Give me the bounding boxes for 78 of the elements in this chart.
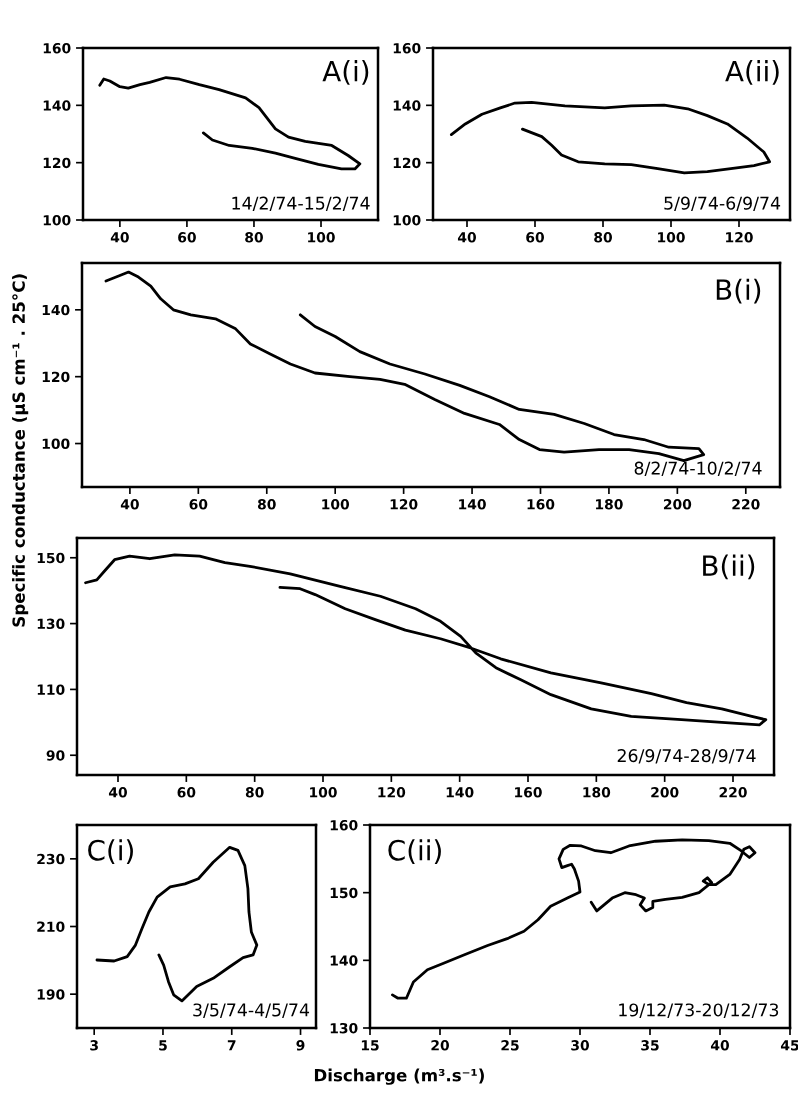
x-tick-label: 40 — [710, 1040, 729, 1051]
x-tick-label: 15 — [361, 1040, 379, 1051]
chart-title: C(i) — [88, 839, 133, 864]
x-axis-title: Discharge (m³.s⁻¹) — [314, 1068, 484, 1085]
line-series — [104, 270, 706, 462]
annotation: 3/5/74-4/5/74 — [193, 1003, 310, 1018]
x-tick-label: 160 — [527, 499, 555, 510]
annotation: 14/2/74-15/2/74 — [232, 196, 370, 212]
x-tick-label: 120 — [378, 787, 406, 798]
annotation: 8/2/74-10/2/74 — [634, 461, 762, 477]
y-tick-label: 230 — [37, 853, 65, 865]
y-tick-label: 160 — [43, 42, 71, 54]
x-tick-label: 100 — [658, 232, 685, 243]
annotation: 5/9/74-6/9/74 — [664, 196, 781, 212]
x-tick-label: 45 — [780, 1040, 798, 1051]
y-tick-label: 90 — [46, 750, 65, 761]
x-tick-label: 100 — [308, 232, 335, 243]
y-tick-label: 130 — [37, 618, 65, 630]
x-tick-label: 100 — [310, 787, 337, 798]
y-tick-label: 140 — [42, 304, 70, 316]
y-tick-label: 110 — [37, 684, 65, 695]
x-tick-label: 60 — [526, 232, 544, 243]
y-tick-label: 120 — [42, 371, 70, 383]
annotation: 26/9/74-28/9/74 — [617, 749, 756, 764]
chart-title: A(ii) — [725, 60, 779, 85]
y-tick-label: 100 — [393, 214, 421, 226]
y-tick-label: 130 — [330, 1022, 358, 1034]
chart-title: A(i) — [322, 60, 369, 85]
text: B(i) — [716, 278, 761, 304]
x-tick-label: 80 — [257, 499, 276, 510]
x-tick-label: 80 — [245, 232, 263, 243]
x-tick-label: 40 — [457, 232, 476, 243]
y-tick-label: 100 — [43, 214, 71, 226]
x-tick-label: 100 — [322, 499, 350, 510]
x-tick-label: 40 — [110, 232, 129, 243]
x-tick-label: 220 — [732, 499, 760, 510]
y-tick-label: 160 — [330, 819, 358, 831]
y-axis-title: Specific conductance (μS cm⁻¹ . 25°C) — [12, 274, 29, 627]
x-tick-label: 160 — [515, 787, 542, 798]
x-tick-label: 120 — [726, 232, 753, 243]
y-tick-label: 160 — [393, 42, 421, 54]
line-series — [449, 101, 771, 175]
y-tick-label: 140 — [43, 100, 71, 111]
x-tick-label: 60 — [178, 232, 196, 243]
x-tick-label: 140 — [459, 499, 486, 510]
y-tick-label: 120 — [393, 157, 421, 169]
line-series — [84, 553, 768, 727]
x-tick-label: 200 — [663, 499, 692, 510]
x-tick-label: 60 — [189, 499, 208, 510]
y-tick-label: 150 — [37, 552, 65, 564]
y-tick-label: 150 — [330, 887, 358, 899]
x-tick-label: 80 — [245, 787, 264, 798]
x-tick-label: 20 — [431, 1040, 449, 1051]
x-tick-label: 220 — [719, 787, 747, 798]
x-tick-label: 9 — [296, 1040, 305, 1051]
x-tick-label: 3 — [90, 1040, 98, 1051]
x-tick-label: 180 — [583, 787, 611, 798]
x-tick-label: 140 — [446, 787, 474, 798]
y-tick-label: 140 — [330, 955, 358, 966]
x-tick-label: 40 — [108, 787, 127, 798]
x-tick-label: 25 — [501, 1040, 519, 1051]
y-tick-label: 210 — [37, 921, 65, 932]
annotation: 19/12/73-20/12/73 — [619, 1003, 779, 1018]
x-tick-label: 200 — [651, 787, 679, 798]
y-tick-label: 140 — [393, 100, 421, 111]
y-tick-label: 190 — [37, 989, 65, 1000]
y-tick-label: 100 — [42, 438, 70, 450]
x-tick-label: 30 — [571, 1040, 589, 1051]
x-tick-label: 60 — [177, 787, 196, 798]
x-tick-label: 7 — [227, 1040, 236, 1051]
x-tick-label: 180 — [595, 499, 623, 510]
chart-title: C(ii) — [388, 839, 441, 864]
x-tick-label: 35 — [641, 1040, 659, 1051]
x-tick-label: 5 — [159, 1040, 167, 1051]
x-tick-label: 40 — [120, 499, 139, 510]
x-tick-label: 80 — [594, 232, 612, 243]
text: B(ii) — [703, 554, 755, 580]
y-tick-label: 120 — [43, 157, 71, 169]
